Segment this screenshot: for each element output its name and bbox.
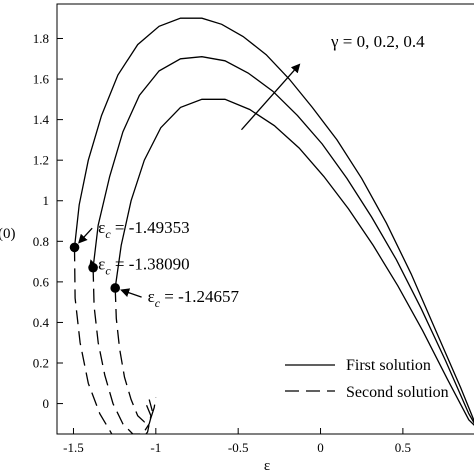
x-tick-label: -0.5 [228,440,249,455]
x-tick-label: 0 [317,440,324,455]
critical-point-label: εc = -1.38090 [98,255,189,278]
x-tick-label: 0.5 [395,440,411,455]
first-solution-line-gamma-0 [73,17,474,423]
critical-point-arrow [120,288,142,298]
y-tick-label: 1.8 [33,31,49,46]
x-tick-label: -1.5 [63,440,84,455]
critical-point-marker [110,283,121,293]
critical-point-label: εc = -1.24657 [148,287,240,310]
y-axis: 0 0.2 0.4 0.6 0.8 1 1.2 1.4 1.6 1.8 [33,31,63,411]
critical-point-arrow [88,259,98,270]
critical-point-label: εc = -1.49353 [98,218,189,241]
critical-point-marker [69,242,80,253]
plot-frame [56,3,474,435]
legend-second-solution-label: Second solution [346,384,449,401]
x-axis-label: ε [264,458,270,474]
y-tick-label: 0 [43,396,50,411]
critical-point-marker [88,262,98,273]
second-solution-line-gamma-0-2 [92,267,154,434]
x-axis: -1.5 -1 -0.5 0 0.5 [63,428,411,455]
y-tick-label: 1.4 [33,112,50,127]
y-axis-label: (0) [0,226,16,242]
first-solution-line-gamma-0-2 [92,56,474,425]
y-tick-label: 0.6 [33,274,50,289]
critical-point-annotations: εc = -1.49353 εc = -1.38090 εc = -1.24657 [69,218,240,310]
gamma-arrow [240,63,301,131]
legend-first-solution-label: First solution [346,357,431,374]
gamma-annotation-label: γ = 0, 0.2, 0.4 [330,32,425,51]
y-tick-label: 0.2 [33,356,49,371]
second-solution-line-gamma-0-4 [114,287,157,423]
first-solution-line-gamma-0-4 [114,98,474,426]
y-tick-label: 1.2 [33,153,49,168]
x-tick-label: -1 [150,440,161,455]
y-tick-label: 1 [43,193,50,208]
legend: First solution Second solution [285,357,449,401]
y-tick-label: 0.4 [33,315,50,330]
y-tick-label: 0.8 [33,234,49,249]
critical-point-arrow [78,227,93,244]
plot-area [73,17,474,434]
y-tick-label: 1.6 [33,72,50,87]
gamma-annotation: γ = 0, 0.2, 0.4 [240,32,425,131]
second-solution-line-gamma-0 [73,247,152,434]
